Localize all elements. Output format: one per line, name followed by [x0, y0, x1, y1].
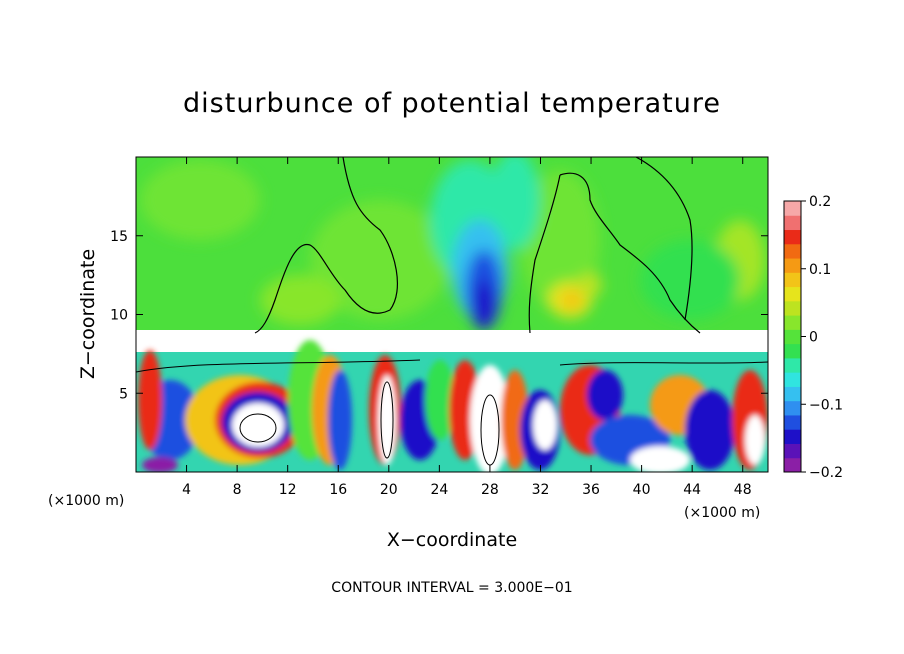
colorbar-swatch [784, 443, 801, 459]
y-axis: 5 10 15 [110, 229, 768, 402]
x-tick-label: 4 [182, 482, 191, 498]
colorbar-swatch [784, 229, 801, 245]
x-tick-label: 16 [329, 482, 347, 498]
colorbar-ticks: 0.2 0.1 0 −0.1 −0.2 [801, 194, 843, 481]
z-unit-label: (×1000 m) [48, 493, 124, 509]
x-tick-label: 8 [233, 482, 242, 498]
x-tick-label: 44 [683, 482, 701, 498]
colorbar-swatch [784, 457, 801, 473]
colorbar-swatch [784, 258, 801, 273]
colorbar-swatch [784, 414, 801, 430]
x-unit-label: (×1000 m) [684, 505, 760, 521]
colorbar-swatch [784, 357, 801, 373]
colorbar-swatch [784, 343, 801, 359]
contour-lines [254, 157, 701, 334]
x-tick-label: 48 [734, 482, 752, 498]
colorbar-tick-label: −0.2 [809, 465, 843, 481]
x-axis: 4 8 12 16 20 24 28 32 36 40 44 48 [182, 157, 752, 498]
heatmap-field [136, 157, 768, 472]
x-tick-label: 12 [279, 482, 297, 498]
x-tick-label: 20 [380, 482, 398, 498]
colorbar-swatch [784, 429, 801, 444]
y-axis-label: Z−coordinate [77, 249, 99, 379]
colorbar-swatch [784, 400, 801, 416]
x-tick-label: 24 [430, 482, 448, 498]
y-tick-label: 5 [119, 386, 128, 402]
colorbar-swatch [784, 215, 801, 231]
transition-band [136, 330, 768, 352]
x-axis-label: X−coordinate [387, 529, 517, 551]
colorbar-tick-label: 0.2 [809, 194, 831, 210]
y-tick-label: 10 [110, 308, 128, 324]
colorbar-swatch [784, 386, 801, 402]
colorbar-swatch [784, 272, 801, 288]
colorbar-swatch [784, 286, 801, 302]
colorbar [784, 201, 801, 473]
x-tick-label: 32 [532, 482, 550, 498]
colorbar-swatch [784, 329, 801, 345]
x-tick-label: 40 [633, 482, 651, 498]
chart-title: disturbunce of potential temperature [183, 88, 721, 119]
colorbar-tick-label: 0.1 [809, 262, 831, 278]
colorbar-tick-label: 0 [809, 330, 818, 346]
contour-interval-annotation: CONTOUR INTERVAL = 3.000E−01 [331, 580, 572, 596]
lower-contours [136, 359, 768, 466]
colorbar-tick-label: −0.1 [809, 397, 843, 413]
x-tick-label: 28 [481, 482, 499, 498]
colorbar-swatch [784, 243, 801, 259]
colorbar-swatch [784, 201, 801, 216]
y-tick-label: 15 [110, 229, 128, 245]
colorbar-swatch [784, 372, 801, 387]
colorbar-swatch [784, 315, 801, 330]
colorbar-swatch [784, 300, 801, 316]
x-tick-label: 36 [582, 482, 600, 498]
